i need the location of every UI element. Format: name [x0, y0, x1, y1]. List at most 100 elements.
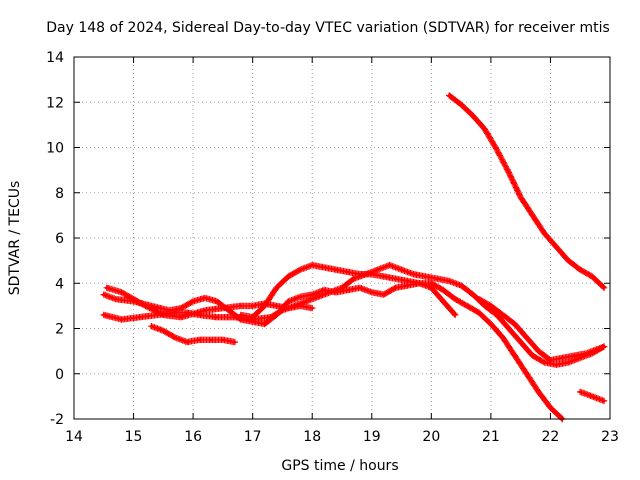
- data-point: [477, 297, 481, 301]
- data-point: [322, 265, 326, 269]
- series-track-4: [148, 323, 238, 346]
- data-point: [531, 354, 535, 358]
- y-axis-label: SDTVAR / TECUs: [7, 181, 23, 296]
- data-point: [304, 299, 308, 303]
- data-point: [602, 399, 606, 403]
- data-point: [310, 293, 314, 297]
- data-point: [417, 281, 421, 285]
- data-point: [453, 313, 457, 317]
- data-point: [197, 313, 201, 317]
- data-point: [352, 277, 356, 281]
- series-track-7: [446, 92, 608, 291]
- y-tick-label: 0: [55, 367, 64, 383]
- y-tick-label: 6: [55, 231, 64, 247]
- data-point: [263, 304, 267, 308]
- data-point: [221, 338, 225, 342]
- data-point: [447, 93, 451, 97]
- data-point: [274, 286, 278, 290]
- x-tick-label: 14: [65, 429, 83, 445]
- data-point: [269, 315, 273, 319]
- data-point: [191, 299, 195, 303]
- data-point: [185, 311, 189, 315]
- data-point: [554, 363, 558, 367]
- x-tick-label: 21: [482, 429, 500, 445]
- data-point: [465, 304, 469, 308]
- axis-ticks: 14 15 16 17 18 19 20 21 22 23 -2 0 2 4 6 8 10 12 14: [46, 50, 619, 445]
- data-point: [572, 354, 576, 358]
- data-point: [173, 311, 177, 315]
- data-point: [251, 315, 255, 319]
- data-point: [578, 390, 582, 394]
- data-point: [560, 356, 564, 360]
- data-point: [429, 281, 433, 285]
- data-point: [525, 336, 529, 340]
- data-point: [441, 299, 445, 303]
- x-tick-label: 20: [422, 429, 440, 445]
- data-point: [406, 279, 410, 283]
- data-point: [590, 274, 594, 278]
- data-point: [584, 351, 588, 355]
- data-point: [203, 296, 207, 300]
- data-point: [114, 297, 118, 301]
- data-point: [233, 315, 237, 319]
- data-point: [578, 356, 582, 360]
- data-point: [554, 245, 558, 249]
- data-point: [471, 114, 475, 118]
- data-point: [179, 315, 183, 319]
- data-point: [197, 338, 201, 342]
- data-point: [501, 336, 505, 340]
- data-point: [501, 313, 505, 317]
- data-point: [105, 286, 109, 290]
- data-point: [161, 329, 165, 333]
- data-point: [394, 286, 398, 290]
- data-point: [316, 295, 320, 299]
- series-track-3: [100, 261, 608, 368]
- data-point: [251, 304, 255, 308]
- data-point: [310, 263, 314, 267]
- data-point: [120, 317, 124, 321]
- data-point: [590, 394, 594, 398]
- y-tick-label: 8: [55, 186, 64, 202]
- data-point: [602, 286, 606, 290]
- data-point: [453, 297, 457, 301]
- data-point: [239, 304, 243, 308]
- data-point: [459, 284, 463, 288]
- data-point: [310, 306, 314, 310]
- data-point: [286, 299, 290, 303]
- data-point: [382, 293, 386, 297]
- data-point: [578, 268, 582, 272]
- data-point: [400, 268, 404, 272]
- series-track-6: [475, 295, 608, 364]
- y-tick-label: 12: [46, 95, 64, 111]
- data-point: [542, 231, 546, 235]
- data-point: [435, 277, 439, 281]
- data-point: [298, 268, 302, 272]
- data-point: [513, 322, 517, 326]
- data-point: [537, 390, 541, 394]
- data-point: [358, 286, 362, 290]
- data-point: [548, 358, 552, 362]
- data-point: [328, 290, 332, 294]
- data-point: [394, 277, 398, 281]
- data-point: [298, 295, 302, 299]
- data-point: [215, 299, 219, 303]
- data-point: [185, 340, 189, 344]
- data-point: [292, 304, 296, 308]
- data-point: [263, 322, 267, 326]
- data-point: [239, 313, 243, 317]
- data-point: [483, 127, 487, 131]
- data-point: [477, 311, 481, 315]
- data-point: [406, 284, 410, 288]
- chart-title: Day 148 of 2024, Sidereal Day-to-day VTE…: [46, 20, 610, 36]
- data-point: [411, 272, 415, 276]
- data-point: [173, 336, 177, 340]
- data-point: [233, 340, 237, 344]
- data-point: [531, 213, 535, 217]
- x-tick-label: 15: [125, 429, 143, 445]
- data-point: [102, 293, 106, 297]
- data-point: [274, 304, 278, 308]
- y-tick-label: 2: [55, 322, 64, 338]
- data-point: [513, 354, 517, 358]
- data-point: [525, 372, 529, 376]
